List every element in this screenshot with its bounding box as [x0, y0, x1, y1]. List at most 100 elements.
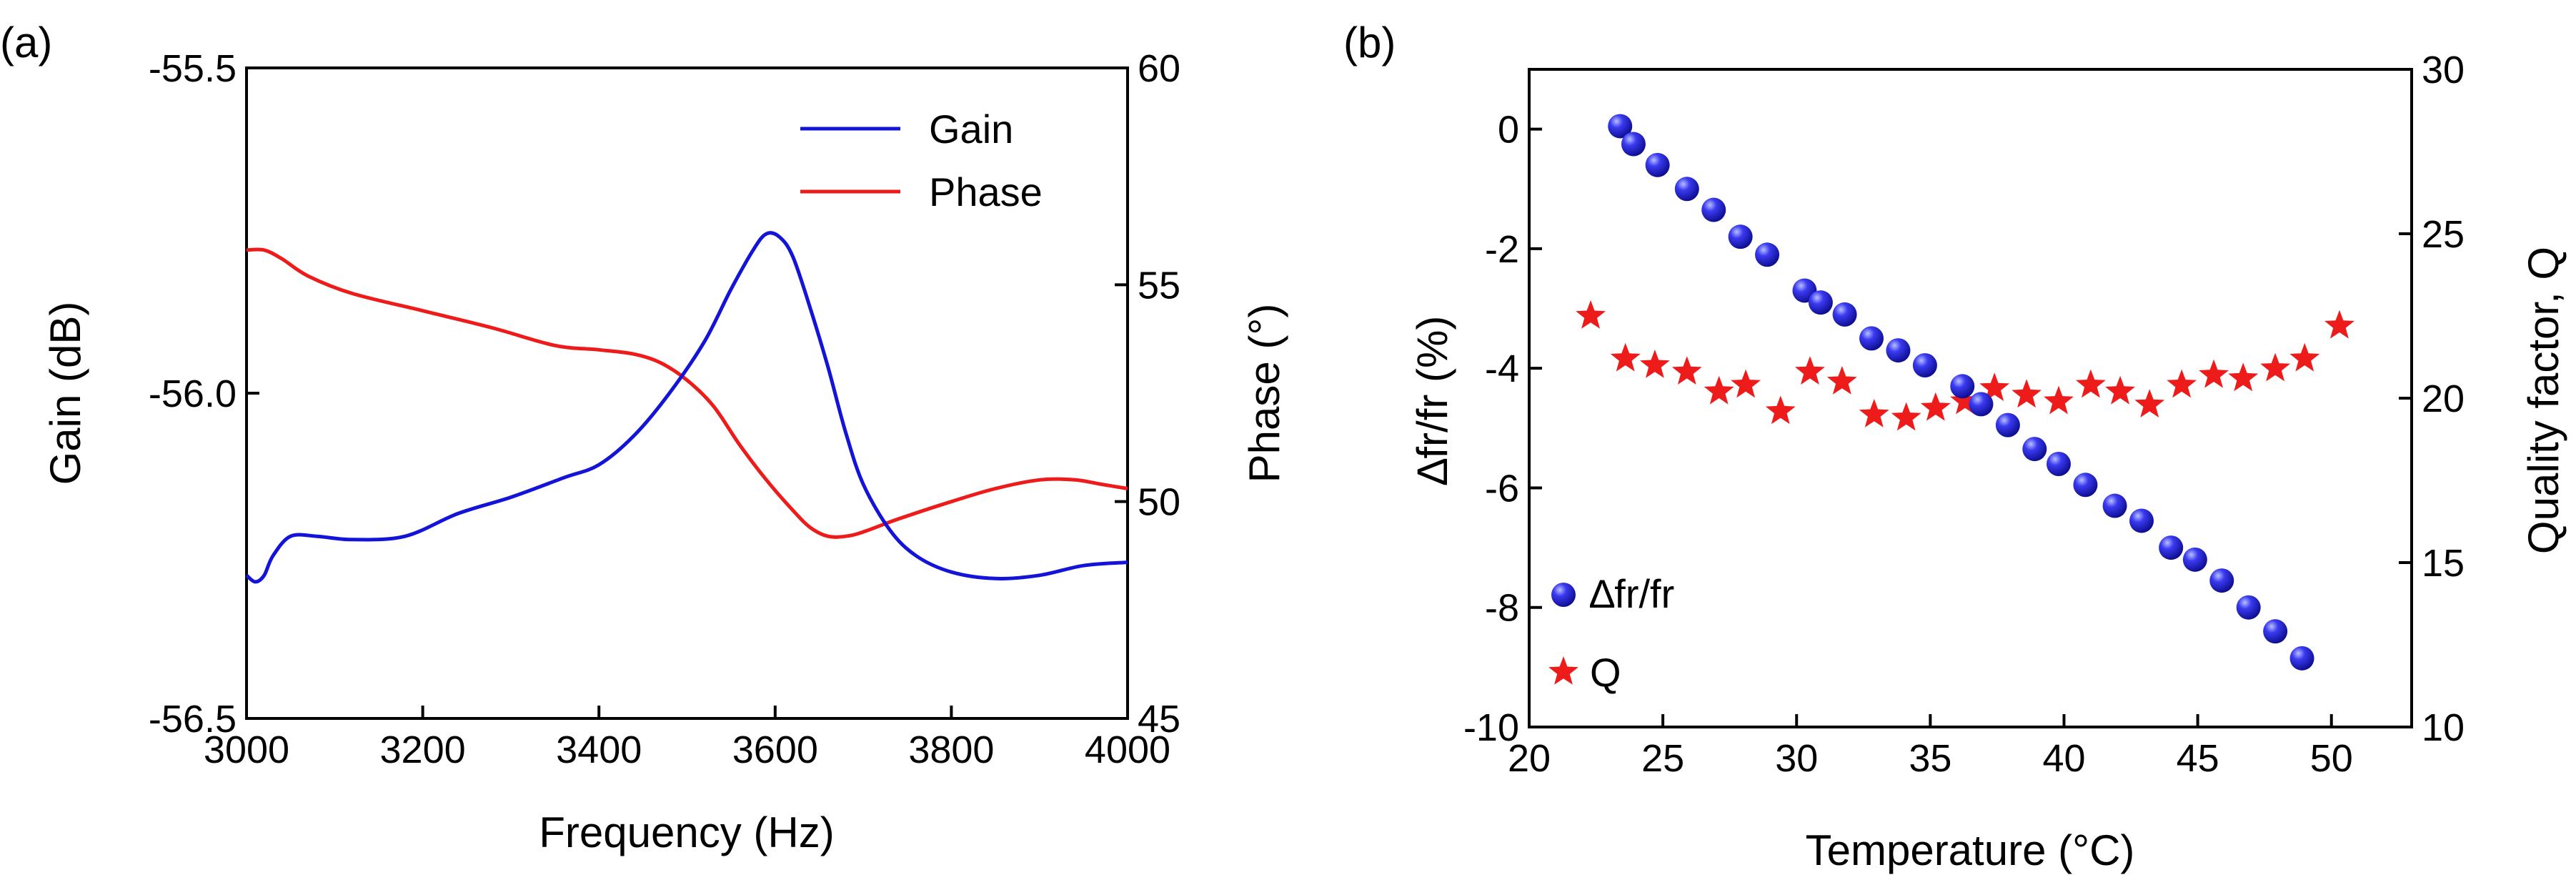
dfr-point — [2236, 595, 2261, 620]
q-point — [1979, 372, 2010, 401]
panel-b-yticks-right: 10 15 20 25 30 — [2399, 49, 2465, 749]
x-tick-label: 45 — [2177, 737, 2219, 780]
y-left-tick-label: -56.5 — [149, 698, 237, 741]
panel-b-yticks-left: -10 -8 -6 -4 -2 0 — [1463, 109, 1542, 749]
legend-phase-label: Phase — [929, 169, 1043, 214]
q-point — [1950, 385, 1980, 415]
dfr-series — [1608, 114, 2314, 671]
dfr-point — [1645, 152, 1670, 177]
legend-dfr-marker — [1551, 583, 1576, 607]
panel-b-xlabel: Temperature (°C) — [1806, 826, 2135, 874]
x-tick-label: 3400 — [556, 728, 642, 771]
q-point — [2134, 389, 2165, 417]
q-point — [2260, 352, 2291, 382]
y-left-tick-label: -6 — [1485, 467, 1519, 510]
panel-a: (a) 3000 3200 3400 3600 3800 4000 -56.5-56.0-… — [0, 19, 1288, 856]
gain-line — [245, 231, 1128, 584]
y-right-tick-label: 55 — [1138, 264, 1180, 307]
dfr-point — [1621, 132, 1646, 157]
q-point — [1795, 356, 1825, 385]
y-left-tick-label: -2 — [1485, 228, 1519, 271]
dfr-point — [1808, 290, 1833, 315]
q-point — [2044, 385, 2074, 415]
x-tick-label: 35 — [1909, 737, 1951, 780]
dfr-point — [2159, 535, 2184, 560]
y-left-tick-label: -10 — [1463, 706, 1519, 749]
legend-dfr-label: ∆fr/fr — [1590, 571, 1674, 616]
q-point — [1920, 392, 1951, 421]
dfr-point — [1950, 374, 1975, 399]
x-tick-label: 40 — [2042, 737, 2085, 780]
legend-q-label: Q — [1590, 650, 1621, 695]
q-point — [1765, 395, 1796, 425]
panel-a-label: (a) — [0, 19, 52, 66]
dfr-point — [1969, 392, 1994, 417]
dfr-point — [2289, 646, 2314, 671]
x-tick-label: 3600 — [732, 728, 818, 771]
y-right-tick-label: 15 — [2422, 542, 2465, 585]
y-left-tick-label: -4 — [1485, 347, 1519, 390]
q-point — [2199, 359, 2229, 388]
phase-line — [246, 247, 1128, 539]
dfr-point — [2073, 473, 2098, 498]
dfr-point — [1755, 242, 1780, 267]
q-point — [1826, 366, 1857, 395]
dfr-point — [1701, 197, 1726, 222]
q-point — [1859, 399, 1889, 427]
panel-a-xlabel: Frequency (Hz) — [539, 809, 834, 856]
q-series — [1576, 300, 2354, 431]
panel-a-ylabel-left: Gain (dB) — [41, 302, 89, 485]
panel-b-xticks: 20 25 30 35 40 45 50 — [1508, 714, 2353, 780]
panel-a-xticks: 3000 3200 3400 3600 3800 4000 — [204, 706, 1170, 771]
y-left-tick-label: -8 — [1485, 587, 1519, 630]
x-tick-label: 25 — [1641, 737, 1684, 780]
q-point — [2011, 379, 2042, 408]
dfr-point — [1608, 114, 1633, 139]
dfr-point — [1886, 338, 1911, 363]
q-point — [1640, 350, 1670, 378]
q-point — [1610, 342, 1641, 372]
panel-a-yticks-left: -56.5 -56.0 -55.5 — [149, 47, 259, 741]
panel-b: (b) 20 25 30 35 40 45 50 -10 -8 -6 -4 -2 0 10 15 20 25… — [1343, 19, 2567, 874]
dfr-point — [2263, 619, 2288, 644]
panel-b-ylabel-right: Quality factor, Q — [2520, 247, 2567, 554]
y-right-tick-label: 25 — [2422, 213, 2465, 256]
y-left-tick-label: 0 — [1498, 109, 1519, 152]
y-left-tick-label: -55.5 — [149, 47, 237, 90]
panel-b-label: (b) — [1343, 19, 1396, 66]
dfr-point — [2022, 437, 2047, 462]
legend-gain-label: Gain — [929, 107, 1013, 152]
panel-a-ylabel-right: Phase (°) — [1240, 304, 1288, 483]
q-point — [1576, 300, 1606, 329]
panel-a-frame — [245, 66, 1129, 720]
q-point — [2105, 375, 2135, 405]
q-point — [1704, 375, 1734, 405]
q-point — [1731, 369, 1761, 398]
x-tick-label: 3200 — [380, 728, 466, 771]
dfr-point — [1832, 302, 1857, 327]
x-tick-label: 50 — [2310, 737, 2353, 780]
dfr-point — [1912, 353, 1937, 377]
x-tick-label: 3000 — [204, 728, 289, 771]
dfr-point — [1728, 224, 1753, 249]
q-point — [2167, 369, 2197, 398]
q-point — [1671, 356, 1702, 385]
y-right-tick-label: 50 — [1138, 481, 1180, 524]
dfr-point — [2182, 547, 2207, 572]
y-right-tick-label: 60 — [1138, 47, 1180, 90]
x-tick-label: 20 — [1508, 737, 1551, 780]
x-tick-label: 4000 — [1085, 728, 1170, 771]
dfr-point — [2047, 452, 2071, 476]
dfr-point — [2102, 493, 2127, 518]
x-tick-label: 3800 — [908, 728, 994, 771]
dfr-point — [1674, 177, 1699, 202]
q-point — [2324, 310, 2354, 339]
y-right-tick-label: 45 — [1138, 698, 1180, 741]
panel-b-ylabel-left: ∆fr/fr (%) — [1408, 316, 1456, 485]
panel-a-legend: Gain Phase — [800, 107, 1043, 214]
y-left-tick-label: -56.0 — [149, 372, 237, 415]
q-point — [2228, 362, 2259, 392]
y-right-tick-label: 10 — [2422, 706, 2465, 749]
legend-q-marker — [1548, 656, 1578, 685]
